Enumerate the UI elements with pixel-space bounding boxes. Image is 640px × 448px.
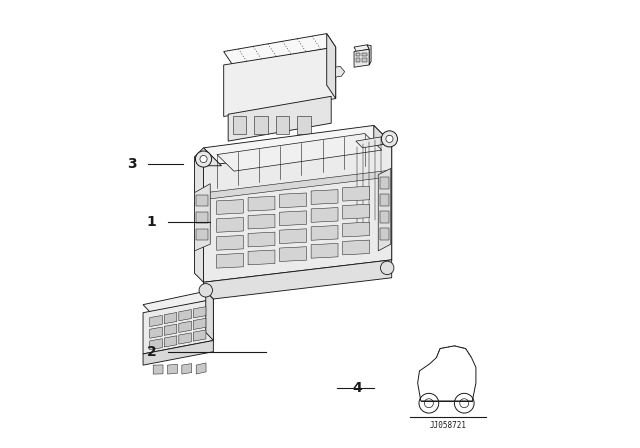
Polygon shape bbox=[354, 45, 369, 52]
Polygon shape bbox=[311, 225, 338, 240]
Polygon shape bbox=[182, 364, 192, 374]
Circle shape bbox=[386, 135, 393, 142]
Polygon shape bbox=[280, 229, 307, 244]
Polygon shape bbox=[342, 222, 369, 237]
Polygon shape bbox=[248, 196, 275, 211]
Polygon shape bbox=[248, 214, 275, 229]
Polygon shape bbox=[153, 365, 163, 374]
Polygon shape bbox=[342, 186, 369, 201]
Polygon shape bbox=[179, 333, 191, 344]
Polygon shape bbox=[216, 254, 243, 268]
Polygon shape bbox=[206, 170, 389, 199]
Polygon shape bbox=[193, 330, 206, 341]
Polygon shape bbox=[233, 116, 246, 134]
Polygon shape bbox=[356, 53, 360, 56]
Polygon shape bbox=[380, 177, 389, 189]
Polygon shape bbox=[254, 116, 268, 134]
Polygon shape bbox=[193, 306, 206, 318]
Polygon shape bbox=[378, 168, 391, 251]
Circle shape bbox=[380, 261, 394, 275]
Polygon shape bbox=[196, 195, 208, 206]
Polygon shape bbox=[356, 137, 389, 148]
Polygon shape bbox=[276, 116, 289, 134]
Polygon shape bbox=[224, 47, 336, 116]
Polygon shape bbox=[342, 240, 369, 255]
Text: 2: 2 bbox=[147, 345, 157, 359]
Polygon shape bbox=[150, 315, 163, 327]
Polygon shape bbox=[204, 125, 392, 166]
Polygon shape bbox=[143, 340, 213, 365]
Polygon shape bbox=[311, 207, 338, 222]
Polygon shape bbox=[150, 339, 163, 350]
Polygon shape bbox=[367, 45, 371, 65]
Polygon shape bbox=[164, 324, 177, 336]
Text: 3: 3 bbox=[127, 156, 136, 171]
Polygon shape bbox=[179, 321, 191, 332]
Polygon shape bbox=[354, 49, 369, 67]
Polygon shape bbox=[311, 190, 338, 204]
Polygon shape bbox=[193, 318, 206, 330]
Polygon shape bbox=[248, 250, 275, 265]
Polygon shape bbox=[196, 229, 208, 240]
Polygon shape bbox=[216, 236, 243, 250]
Polygon shape bbox=[380, 211, 389, 223]
Polygon shape bbox=[280, 193, 307, 208]
Polygon shape bbox=[311, 243, 338, 258]
Polygon shape bbox=[164, 312, 177, 324]
Polygon shape bbox=[204, 260, 392, 300]
Polygon shape bbox=[143, 299, 213, 354]
Polygon shape bbox=[362, 53, 367, 56]
Text: 1: 1 bbox=[147, 215, 157, 229]
Polygon shape bbox=[196, 363, 206, 374]
Polygon shape bbox=[206, 291, 213, 340]
Polygon shape bbox=[362, 58, 367, 62]
Polygon shape bbox=[336, 66, 345, 77]
Polygon shape bbox=[224, 34, 336, 65]
Polygon shape bbox=[168, 364, 177, 374]
Polygon shape bbox=[380, 228, 389, 240]
Polygon shape bbox=[195, 148, 221, 282]
Polygon shape bbox=[150, 327, 163, 338]
Text: 4: 4 bbox=[353, 380, 362, 395]
Polygon shape bbox=[217, 134, 382, 171]
Polygon shape bbox=[164, 336, 177, 347]
Polygon shape bbox=[216, 200, 243, 215]
Polygon shape bbox=[342, 204, 369, 219]
Circle shape bbox=[195, 151, 212, 167]
Polygon shape bbox=[327, 34, 336, 99]
Polygon shape bbox=[280, 211, 307, 226]
Polygon shape bbox=[297, 116, 310, 134]
Polygon shape bbox=[228, 96, 332, 141]
Polygon shape bbox=[195, 184, 210, 251]
Polygon shape bbox=[356, 58, 360, 62]
Polygon shape bbox=[380, 194, 389, 206]
Polygon shape bbox=[280, 247, 307, 262]
Polygon shape bbox=[179, 310, 191, 321]
Polygon shape bbox=[204, 143, 392, 282]
Circle shape bbox=[381, 131, 397, 147]
Polygon shape bbox=[248, 232, 275, 247]
Circle shape bbox=[200, 155, 207, 163]
Polygon shape bbox=[196, 212, 208, 223]
Polygon shape bbox=[374, 125, 392, 260]
Text: JJ058721: JJ058721 bbox=[429, 421, 466, 430]
Polygon shape bbox=[216, 218, 243, 233]
Polygon shape bbox=[143, 291, 213, 313]
Circle shape bbox=[199, 284, 212, 297]
